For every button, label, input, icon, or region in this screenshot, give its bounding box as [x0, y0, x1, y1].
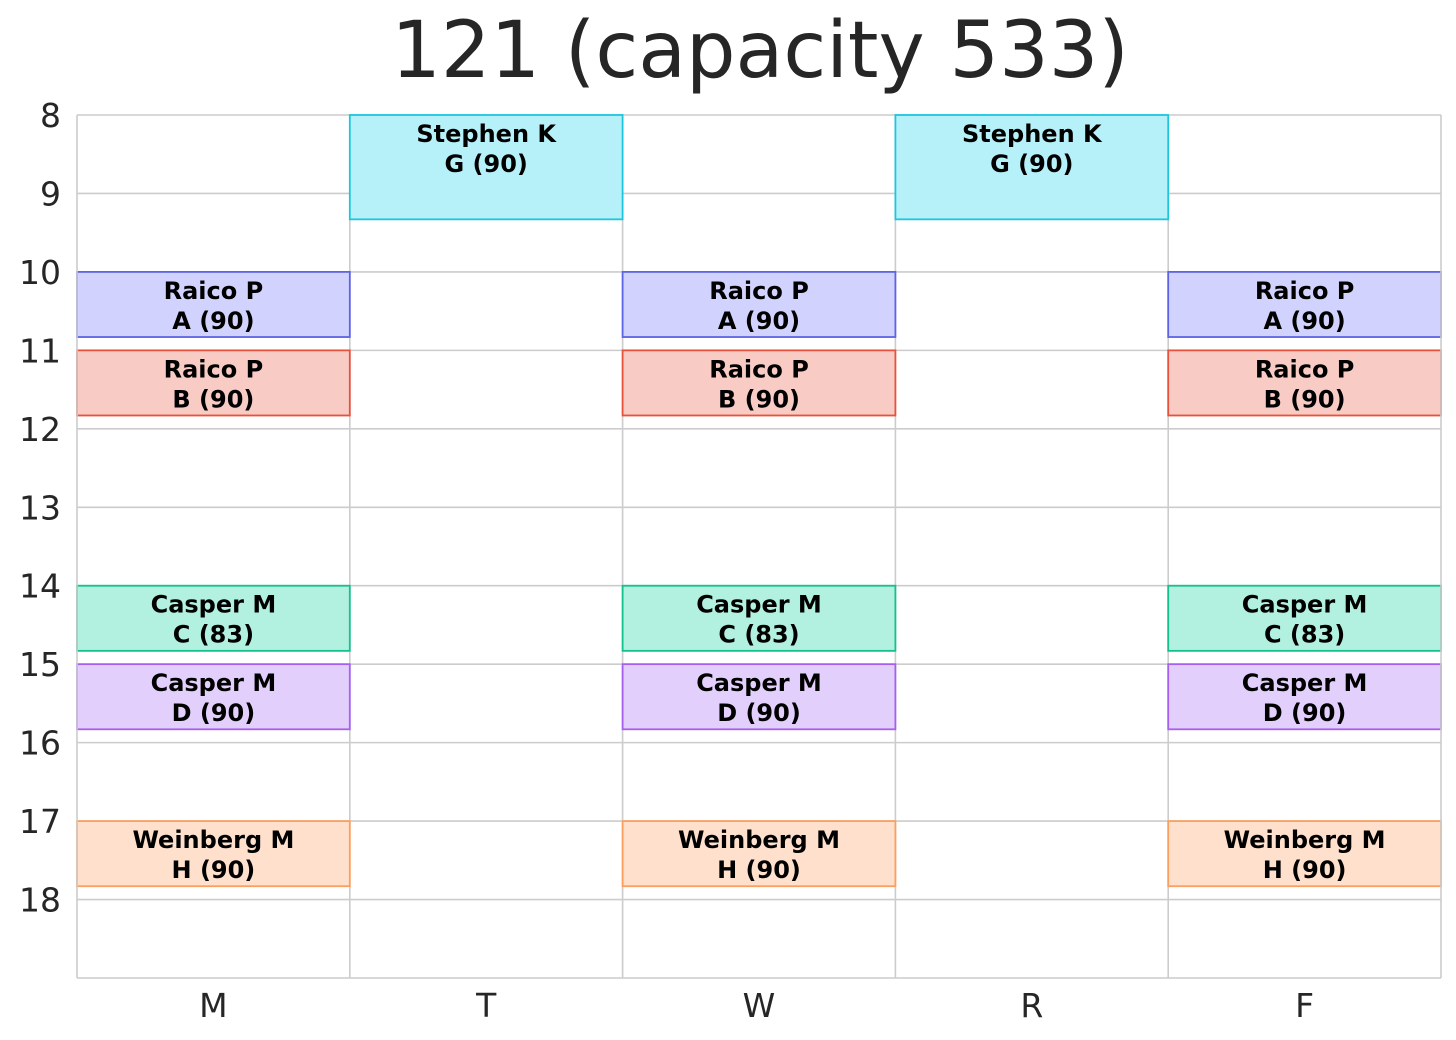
- event-section: A (90): [1263, 307, 1345, 335]
- event-instructor: Weinberg M: [678, 826, 840, 854]
- event-instructor: Raico P: [1255, 277, 1355, 305]
- y-tick-label: 12: [19, 410, 61, 449]
- y-tick-label: 11: [19, 331, 61, 370]
- y-tick-label: 9: [40, 174, 61, 213]
- event-instructor: Casper M: [1242, 669, 1368, 697]
- event-rect: [76, 820, 351, 888]
- event-block: Stephen KG (90): [894, 114, 1170, 221]
- event-instructor: Casper M: [696, 669, 822, 697]
- x-tick-label: W: [743, 986, 776, 1025]
- event-rect: [621, 349, 897, 417]
- y-tick-label: 14: [19, 567, 61, 606]
- y-tick-label: 17: [19, 802, 61, 841]
- event-rect: [621, 584, 897, 652]
- event-rect: [1167, 820, 1442, 888]
- event-instructor: Stephen K: [962, 120, 1103, 148]
- event-instructor: Casper M: [1242, 591, 1368, 619]
- event-block: Raico PB (90): [1167, 349, 1442, 417]
- event-block: Stephen KG (90): [348, 114, 624, 221]
- event-instructor: Casper M: [151, 591, 277, 619]
- event-section: G (90): [445, 150, 528, 178]
- event-section: G (90): [990, 150, 1073, 178]
- event-section: B (90): [718, 385, 800, 413]
- event-block: Raico PA (90): [621, 271, 897, 338]
- event-block: Weinberg MH (90): [621, 820, 897, 888]
- y-tick-label: 8: [40, 96, 61, 135]
- event-block: Casper MD (90): [621, 663, 897, 731]
- event-rect: [894, 114, 1170, 221]
- event-instructor: Raico P: [164, 355, 264, 383]
- event-instructor: Weinberg M: [1224, 826, 1386, 854]
- event-block: Weinberg MH (90): [76, 820, 351, 888]
- x-tick-label: M: [199, 986, 227, 1025]
- event-rect: [76, 271, 351, 338]
- y-tick-label: 10: [19, 253, 61, 292]
- event-rect: [76, 349, 351, 417]
- event-rect: [621, 271, 897, 338]
- y-tick-label: 18: [19, 881, 61, 920]
- plot-frame: [76, 115, 1442, 979]
- event-block: Casper MC (83): [1167, 584, 1442, 652]
- event-section: C (83): [718, 621, 799, 649]
- event-section: D (90): [717, 699, 801, 727]
- event-rect: [621, 820, 897, 888]
- event-block: Raico PA (90): [76, 271, 351, 338]
- event-instructor: Raico P: [709, 355, 809, 383]
- event-rect: [76, 584, 351, 652]
- event-section: H (90): [172, 856, 256, 884]
- event-block: Weinberg MH (90): [1167, 820, 1442, 888]
- event-section: D (90): [172, 699, 256, 727]
- event-instructor: Casper M: [151, 669, 277, 697]
- event-rect: [1167, 349, 1442, 417]
- events: Stephen KG (90)Stephen KG (90)Raico PA (…: [76, 114, 1442, 888]
- x-tick-label: F: [1295, 986, 1314, 1025]
- event-section: D (90): [1263, 699, 1347, 727]
- event-instructor: Stephen K: [416, 120, 557, 148]
- event-section: C (83): [1264, 621, 1345, 649]
- y-axis-ticks: 8 9 10 11 12 13 14 15 16 17 18: [19, 96, 61, 920]
- x-tick-label: T: [475, 986, 497, 1025]
- event-section: A (90): [718, 307, 800, 335]
- event-block: Raico PB (90): [621, 349, 897, 417]
- y-tick-label: 16: [19, 724, 61, 763]
- event-instructor: Casper M: [696, 591, 822, 619]
- event-block: Casper MD (90): [76, 663, 351, 731]
- event-instructor: Raico P: [709, 277, 809, 305]
- event-block: Casper MD (90): [1167, 663, 1442, 731]
- event-block: Casper MC (83): [76, 584, 351, 652]
- y-tick-label: 13: [19, 488, 61, 527]
- event-section: H (90): [1263, 856, 1347, 884]
- x-tick-label: R: [1020, 986, 1043, 1025]
- event-rect: [348, 114, 624, 221]
- event-rect: [76, 663, 351, 731]
- event-instructor: Weinberg M: [132, 826, 294, 854]
- event-block: Casper MC (83): [621, 584, 897, 652]
- event-rect: [1167, 663, 1442, 731]
- event-section: C (83): [173, 621, 254, 649]
- event-block: Raico PB (90): [76, 349, 351, 417]
- event-section: B (90): [1264, 385, 1346, 413]
- y-tick-label: 15: [19, 645, 61, 684]
- event-section: B (90): [172, 385, 254, 413]
- event-rect: [621, 663, 897, 731]
- event-block: Raico PA (90): [1167, 271, 1442, 338]
- event-instructor: Raico P: [164, 277, 264, 305]
- event-section: A (90): [172, 307, 254, 335]
- chart-title: 121 (capacity 533): [391, 6, 1129, 96]
- event-instructor: Raico P: [1255, 355, 1355, 383]
- event-section: H (90): [717, 856, 801, 884]
